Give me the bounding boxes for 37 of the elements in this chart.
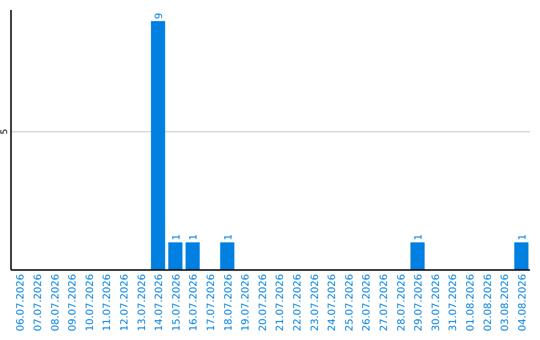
data-label: 1: [171, 234, 182, 240]
x-tick-label: 04.08.2026: [517, 274, 528, 332]
data-label: 1: [414, 234, 425, 240]
x-tick-label: 01.08.2026: [465, 274, 476, 332]
x-tick-label: 24.07.2026: [327, 274, 338, 332]
x-tick-label: 15.07.2026: [171, 274, 182, 332]
x-tick-label: 11.07.2026: [102, 274, 114, 332]
x-tick-label: 07.07.2026: [32, 274, 44, 332]
x-tick-label: 25.07.2026: [344, 274, 356, 332]
x-tick-label: 31.07.2026: [448, 274, 460, 332]
data-label: 1: [188, 234, 200, 240]
x-tick-label: 20.07.2026: [258, 274, 269, 332]
x-tick-label: 28.07.2026: [396, 274, 408, 332]
x-tick-label: 21.07.2026: [275, 274, 286, 332]
x-tick-label: 29.07.2026: [414, 274, 425, 332]
x-tick-label: 08.07.2026: [50, 274, 62, 332]
x-tick-label: 18.07.2026: [223, 274, 234, 332]
x-tick-label: 14.07.2026: [154, 274, 166, 332]
data-label: 9: [154, 12, 166, 20]
x-tick-label: 06.07.2026: [16, 274, 27, 332]
data-label: 1: [517, 234, 528, 240]
x-tick-label: 12.07.2026: [119, 274, 130, 332]
x-tick-label: 03.08.2026: [500, 274, 512, 332]
x-tick-label: 16.07.2026: [188, 274, 200, 332]
x-tick-label: 19.07.2026: [240, 274, 252, 332]
x-tick-label: 22.07.2026: [292, 274, 304, 332]
x-tick-label: 23.07.2026: [310, 274, 321, 332]
x-tick-label: 09.07.2026: [68, 274, 79, 332]
y-tick-label: 5: [0, 128, 10, 135]
data-label: 1: [223, 234, 234, 240]
x-tick-label: 02.08.2026: [482, 274, 494, 332]
x-tick-label: 26.07.2026: [362, 274, 373, 332]
x-tick-label: 10.07.2026: [84, 274, 96, 332]
x-tick-label: 17.07.2026: [206, 274, 217, 332]
x-tick-label: 30.07.2026: [430, 274, 442, 332]
x-tick-label: 13.07.2026: [136, 274, 148, 332]
x-tick-label: 27.07.2026: [378, 274, 390, 332]
